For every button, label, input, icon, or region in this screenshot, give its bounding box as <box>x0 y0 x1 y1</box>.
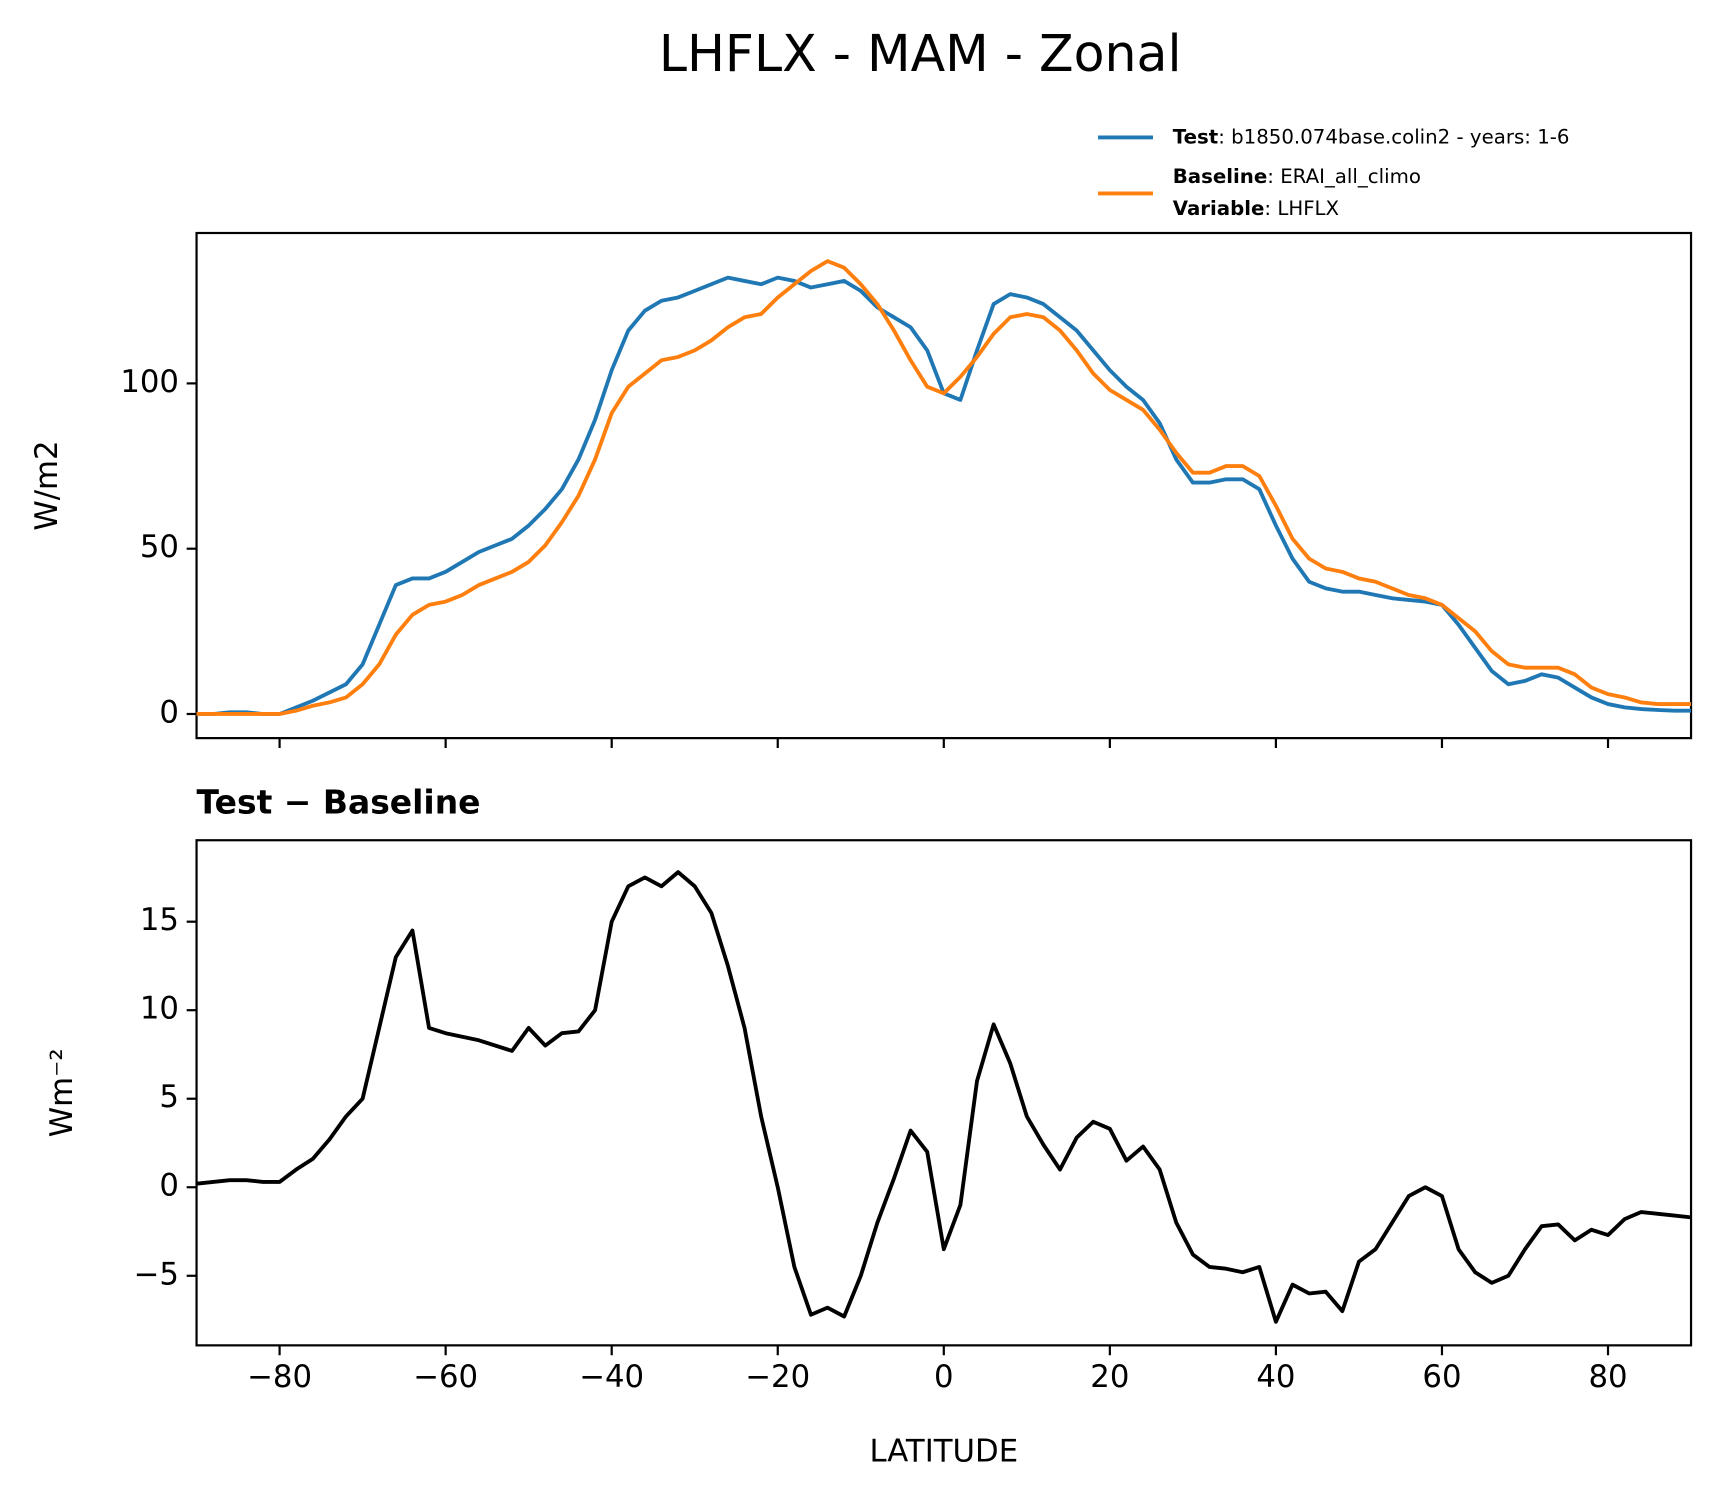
legend-detail: : b1850.074base.colin2 - years: 1-6 <box>1218 125 1569 148</box>
data-line <box>196 870 1692 1324</box>
x-tick-label: 0 <box>934 1359 954 1395</box>
x-tick-label: −20 <box>745 1359 810 1395</box>
y-tick-label: 15 <box>140 902 179 938</box>
x-tick-label: 60 <box>1422 1359 1461 1395</box>
y-tick-label: 5 <box>159 1079 179 1115</box>
legend-name: Test <box>1173 125 1218 148</box>
y-tick-label: 100 <box>120 364 179 400</box>
plot-frame <box>195 231 1693 740</box>
y-tick-label: 10 <box>140 991 179 1027</box>
y-axis-label: Wm⁻² <box>44 1048 80 1137</box>
figure-title: LHFLX - MAM - Zonal <box>659 24 1182 83</box>
x-tick-label: 20 <box>1090 1359 1129 1395</box>
y-tick-label: −5 <box>134 1256 179 1292</box>
x-tick-label: 80 <box>1588 1359 1627 1395</box>
y-axis-label: W/m2 <box>29 440 65 530</box>
legend-entry: Test: b1850.074base.colin2 - years: 1-6 <box>1173 125 1570 148</box>
x-tick-label: −80 <box>247 1359 312 1395</box>
x-tick-label: 40 <box>1256 1359 1295 1395</box>
x-tick-label: −60 <box>413 1359 478 1395</box>
legend-name: Variable <box>1173 196 1265 219</box>
x-axis-label: LATITUDE <box>869 1433 1018 1469</box>
data-line <box>196 259 1692 716</box>
y-tick-label: 50 <box>140 529 179 565</box>
legend-detail: : ERAI_all_climo <box>1267 164 1421 187</box>
data-line <box>196 275 1692 716</box>
y-tick-label: 0 <box>159 694 179 730</box>
panel-title: Test − Baseline <box>197 783 481 822</box>
legend-name: Baseline <box>1173 164 1268 187</box>
y-tick-label: 0 <box>159 1168 179 1204</box>
legend-detail: : LHFLX <box>1264 196 1339 219</box>
legend-entry: Variable: LHFLX <box>1173 196 1339 219</box>
x-tick-label: −40 <box>579 1359 644 1395</box>
legend-entry: Baseline: ERAI_all_climo <box>1173 164 1421 187</box>
plot-frame <box>195 839 1693 1347</box>
